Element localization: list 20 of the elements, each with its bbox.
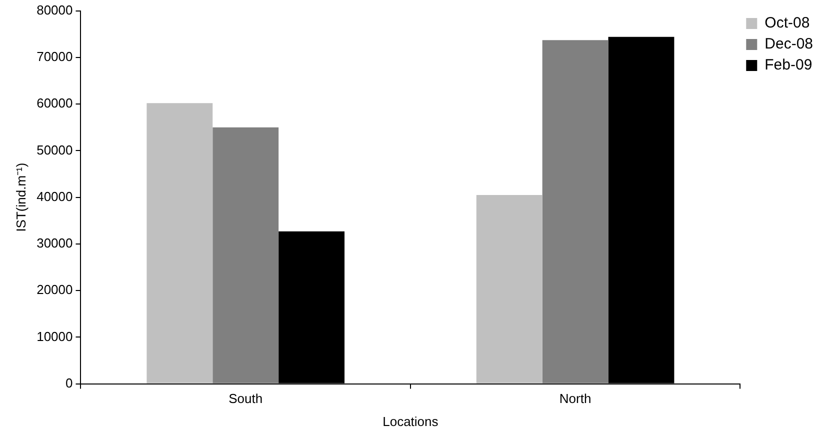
y-tick-label: 20000: [36, 282, 73, 298]
legend-label: Dec-08: [764, 36, 814, 53]
legend-label: Feb-09: [764, 56, 812, 74]
y-tick-label: 70000: [36, 49, 73, 64]
legend-label: Oct-08: [764, 14, 810, 32]
y-tick-label: 0: [66, 375, 73, 390]
y-tick-label: 80000: [36, 2, 73, 18]
x-tick-label: South: [228, 391, 263, 406]
bar: [476, 194, 542, 384]
y-tick-label: 30000: [36, 236, 73, 251]
x-tick-label: North: [559, 391, 592, 406]
y-tick-label: 60000: [36, 96, 73, 111]
bar: [212, 127, 279, 384]
y-tick-label: 50000: [36, 142, 73, 158]
x-axis-title: Locations: [382, 414, 439, 429]
bar: [542, 40, 608, 384]
y-axis-title: IST(ind.m⁻¹): [13, 162, 28, 232]
y-tick-label: 40000: [36, 188, 73, 204]
bar: [146, 103, 213, 384]
y-tick-label: 10000: [36, 328, 73, 344]
